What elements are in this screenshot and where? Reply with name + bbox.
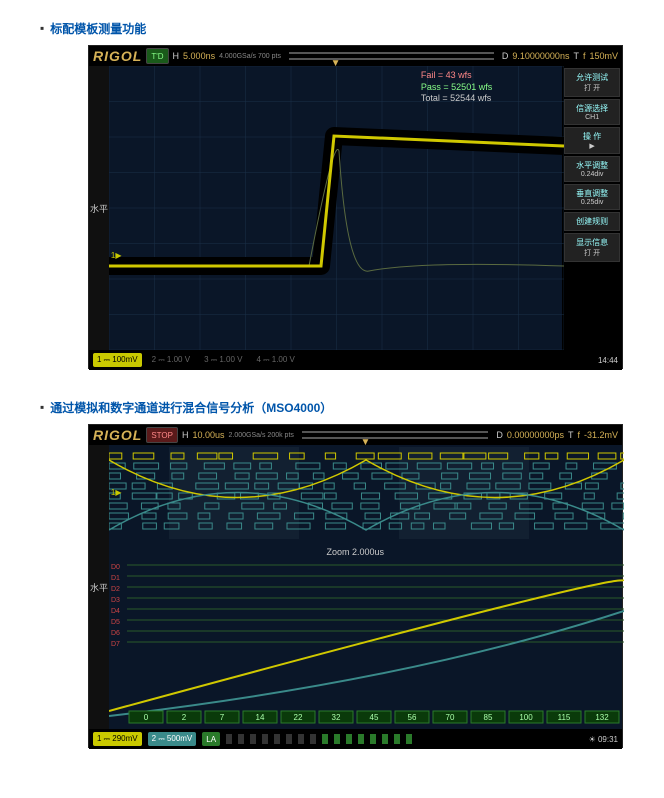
- svg-text:14: 14: [255, 713, 264, 722]
- menu-button[interactable]: 水平调整0.24div: [564, 156, 620, 182]
- svg-text:45: 45: [369, 713, 378, 722]
- digital-ch-indicator: [394, 734, 400, 744]
- trigger-edge: f: [577, 430, 580, 440]
- digital-ch-indicator: [382, 734, 388, 744]
- waveform-strip: [289, 52, 494, 60]
- digital-ch-indicator: [250, 734, 256, 744]
- ch1-marker-icon: 1▶: [111, 251, 122, 260]
- passfail-info: Fail = 43 wfs Pass = 52501 wfs Total = 5…: [421, 70, 492, 105]
- trigger-edge: f: [583, 51, 586, 61]
- waveform-strip: [302, 431, 489, 439]
- trigger-level: 150mV: [589, 51, 618, 61]
- digital-ch-indicator: [406, 734, 412, 744]
- svg-text:70: 70: [445, 713, 454, 722]
- fail-count: Fail = 43 wfs: [421, 70, 492, 82]
- svg-text:115: 115: [558, 713, 571, 722]
- menu-button[interactable]: 允许测试打 开: [564, 68, 620, 97]
- svg-text:D5: D5: [111, 619, 120, 626]
- trigger-marker-icon: ▼: [361, 437, 371, 448]
- svg-text:85: 85: [483, 713, 492, 722]
- menu-button[interactable]: 垂直调整0.25div: [564, 184, 620, 210]
- t-label: T: [573, 51, 579, 61]
- digital-ch-indicator: [334, 734, 340, 744]
- svg-text:100: 100: [519, 713, 533, 722]
- svg-text:D2: D2: [111, 586, 120, 593]
- svg-text:132: 132: [595, 713, 609, 722]
- clock: 14:44: [598, 356, 618, 365]
- digital-ch-indicator: [346, 734, 352, 744]
- left-label: 水平: [89, 445, 109, 729]
- sample-rate: 4.000GSa/s 700 pts: [219, 53, 281, 60]
- ch1-marker-icon: 1▶: [111, 488, 122, 497]
- channel-pill[interactable]: 1 ⎓ 100mV: [93, 353, 142, 367]
- section1-title: 标配模板测量功能: [50, 20, 146, 37]
- digital-ch-indicator: [238, 734, 244, 744]
- trigger-level: -31.2mV: [584, 430, 618, 440]
- timebase: 10.00us: [192, 430, 224, 440]
- channel-pill[interactable]: 1 ⎓ 290mV: [93, 732, 142, 746]
- digital-ch-indicator: [274, 734, 280, 744]
- svg-text:Zoom 2.000us: Zoom 2.000us: [326, 547, 384, 557]
- svg-text:7: 7: [220, 713, 225, 722]
- h-label: H: [182, 430, 189, 440]
- d-label: D: [502, 51, 509, 61]
- scope1-plot: ▼ 1▶ Fail = 43 wfs Pass = 52501 wfs Tota…: [109, 66, 562, 350]
- section2-title: 通过模拟和数字通道进行混合信号分析（MSO4000）: [50, 399, 332, 416]
- h-label: H: [173, 51, 180, 61]
- digital-ch-indicator: [310, 734, 316, 744]
- svg-text:D0: D0: [111, 564, 120, 571]
- scope2: RIGOL STOP H 10.00us 2.000GSa/s 200k pts…: [88, 424, 644, 748]
- bullet: ▪: [40, 399, 44, 416]
- svg-text:D3: D3: [111, 597, 120, 604]
- digital-ch-indicator: [370, 734, 376, 744]
- d-label: D: [496, 430, 503, 440]
- menu-button[interactable]: 显示信息打 开: [564, 233, 620, 262]
- run-state: STOP: [146, 427, 178, 443]
- svg-text:D1: D1: [111, 575, 120, 582]
- t-label: T: [568, 430, 574, 440]
- bullet: ▪: [40, 20, 44, 37]
- clock: ☀ 09:31: [589, 735, 618, 744]
- scope1-topbar: RIGOL T'D H 5.000ns 4.000GSa/s 700 pts D…: [89, 46, 622, 66]
- svg-text:D7: D7: [111, 641, 120, 648]
- scope2-botbar: 1 ⎓ 290mV 2 ⎓ 500mV LA ☀ 09:31: [89, 729, 622, 749]
- menu-button[interactable]: 创建规则: [564, 212, 620, 231]
- svg-text:32: 32: [331, 713, 340, 722]
- menu-button[interactable]: 信源选择CH1: [564, 99, 620, 125]
- digital-ch-indicator: [226, 734, 232, 744]
- trigger-marker-icon: ▼: [331, 58, 341, 69]
- la-pill[interactable]: LA: [202, 732, 220, 746]
- svg-text:D4: D4: [111, 608, 120, 615]
- scope1: RIGOL T'D H 5.000ns 4.000GSa/s 700 pts D…: [88, 45, 644, 369]
- digital-ch-indicator: [358, 734, 364, 744]
- svg-text:D6: D6: [111, 630, 120, 637]
- run-state: T'D: [146, 48, 168, 64]
- brand: RIGOL: [93, 48, 142, 64]
- scope2-plot: Zoom 2.000us D0 D1 D2 D3 D4 D5 D6 D7 0 2 7 14 22 32 45 5…: [109, 445, 622, 729]
- scope2-topbar: RIGOL STOP H 10.00us 2.000GSa/s 200k pts…: [89, 425, 622, 445]
- scope1-right-panel: 允许测试打 开信源选择CH1操 作▶水平调整0.24div垂直调整0.25div…: [562, 66, 622, 350]
- scope1-botbar: 1 ⎓ 100mV 2 ⎓ 1.00 V 3 ⎓ 1.00 V 4 ⎓ 1.00 V 1…: [89, 350, 622, 370]
- svg-text:56: 56: [407, 713, 416, 722]
- digital-ch-indicator: [298, 734, 304, 744]
- svg-text:22: 22: [293, 713, 302, 722]
- svg-text:0: 0: [144, 713, 149, 722]
- left-label: 水平: [89, 66, 109, 350]
- delay: 9.10000000ns: [512, 51, 569, 61]
- channel-pill[interactable]: 3 ⎓ 1.00 V: [200, 353, 246, 367]
- channel-pill[interactable]: 2 ⎓ 1.00 V: [148, 353, 194, 367]
- svg-text:2: 2: [182, 713, 187, 722]
- menu-button[interactable]: 操 作▶: [564, 127, 620, 154]
- channel-pill[interactable]: 4 ⎓ 1.00 V: [252, 353, 298, 367]
- pass-count: Pass = 52501 wfs: [421, 82, 492, 94]
- delay: 0.00000000ps: [507, 430, 564, 440]
- digital-ch-indicator: [286, 734, 292, 744]
- total-count: Total = 52544 wfs: [421, 93, 492, 105]
- digital-ch-indicator: [262, 734, 268, 744]
- brand: RIGOL: [93, 427, 142, 443]
- digital-ch-indicator: [322, 734, 328, 744]
- timebase: 5.000ns: [183, 51, 215, 61]
- channel-pill[interactable]: 2 ⎓ 500mV: [148, 732, 197, 746]
- sample-rate: 2.000GSa/s 200k pts: [229, 432, 294, 439]
